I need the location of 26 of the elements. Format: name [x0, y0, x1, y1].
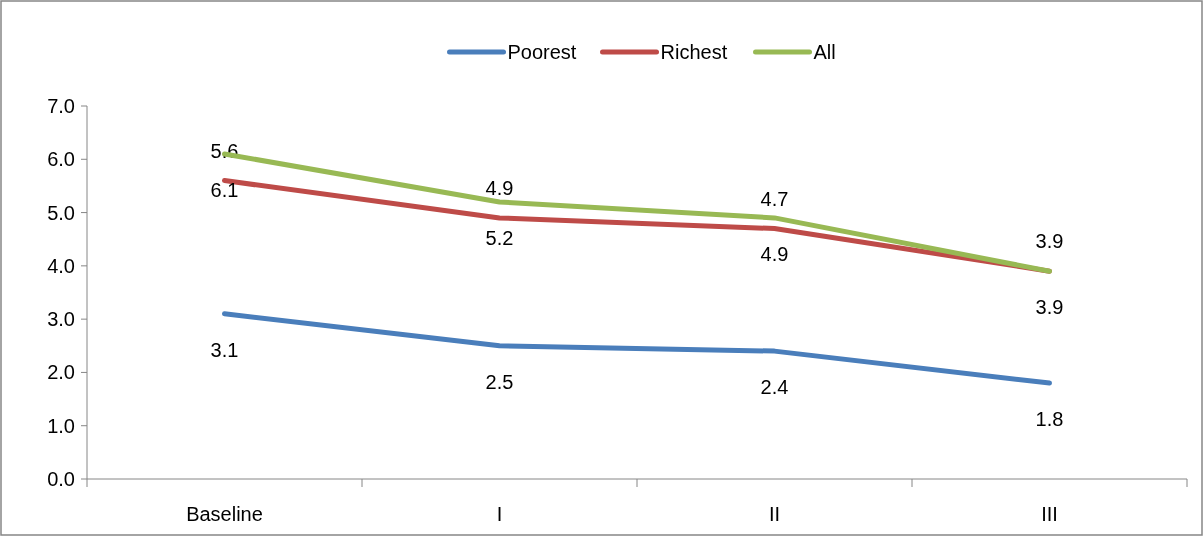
- data-label: 3.9: [1035, 296, 1064, 319]
- data-label: 1.8: [1035, 408, 1064, 431]
- x-tick-label: I: [496, 503, 503, 525]
- data-label: 5.2: [485, 226, 514, 249]
- legend-label: Poorest: [507, 41, 577, 63]
- legend-label: Richest: [660, 41, 728, 63]
- y-tick-label: 2.0: [47, 361, 75, 384]
- y-tick-label: 3.0: [47, 308, 75, 331]
- data-label: 6.1: [210, 178, 239, 201]
- data-label: 4.7: [760, 187, 789, 210]
- y-tick-label: 7.0: [47, 95, 75, 117]
- y-tick-label: 0.0: [47, 468, 75, 490]
- data-label: 4.9: [760, 242, 789, 265]
- legend-label: All: [813, 41, 836, 63]
- data-label: 2.5: [485, 370, 514, 393]
- x-tick-label: III: [1041, 503, 1058, 525]
- x-tick-label: II: [768, 503, 781, 525]
- y-tick-label: 4.0: [47, 254, 75, 277]
- data-label: 3.1: [210, 338, 239, 361]
- data-label: 2.4: [760, 376, 789, 399]
- data-label: 4.9: [485, 176, 514, 199]
- y-tick-label: 1.0: [47, 414, 75, 437]
- y-tick-label: 6.0: [47, 148, 75, 171]
- data-label: 3.9: [1035, 230, 1064, 253]
- x-tick-label: Baseline: [186, 503, 263, 525]
- y-tick-label: 5.0: [47, 201, 75, 224]
